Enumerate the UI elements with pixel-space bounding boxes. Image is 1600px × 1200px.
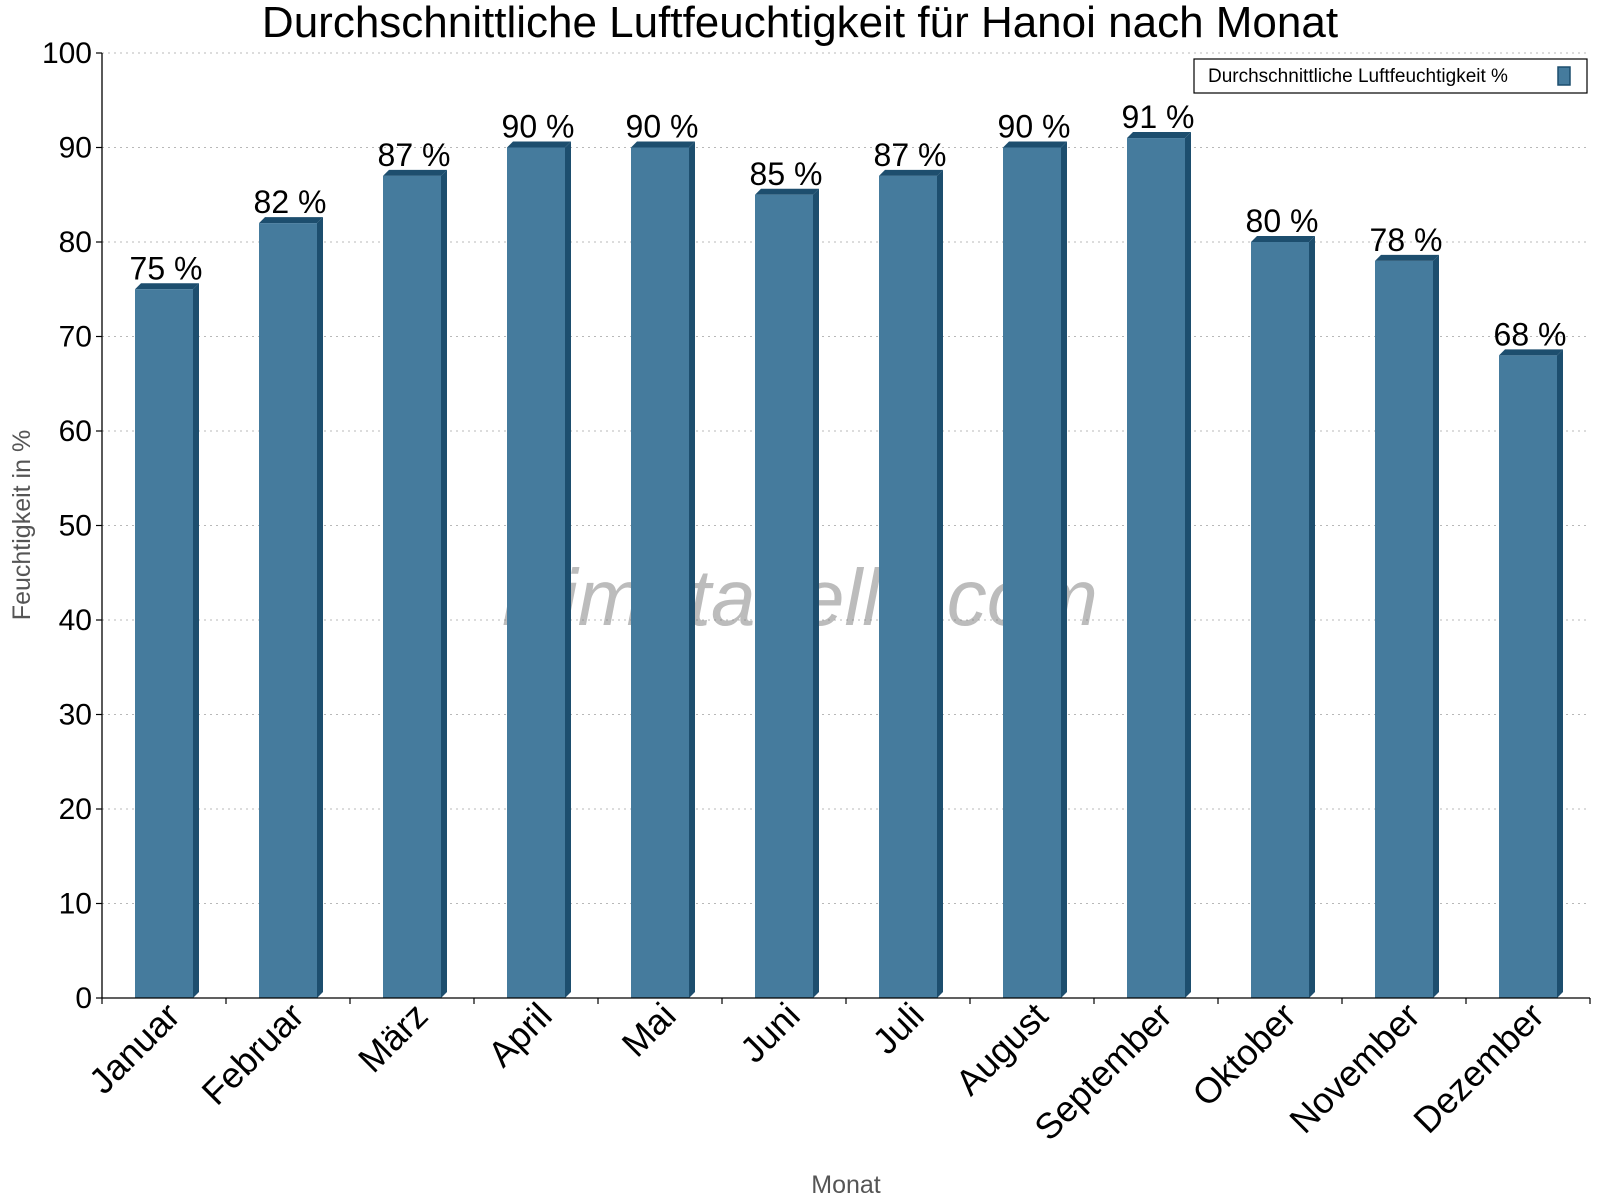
bar-side: [317, 217, 323, 999]
bar-top: [383, 169, 447, 176]
x-axis-title: Monat: [811, 1171, 881, 1199]
legend-swatch: [1557, 66, 1571, 86]
y-tick-label: 20: [59, 793, 92, 826]
data-label: 82 %: [254, 184, 327, 220]
x-tick-label: Januar: [81, 995, 188, 1102]
bar-september: 91 %: [1122, 99, 1195, 999]
bar-side: [813, 188, 819, 998]
legend: Durchschnittliche Luftfeuchtigkeit %: [1193, 58, 1588, 94]
x-tick-label: Juni: [732, 995, 808, 1071]
bar-face: [1499, 355, 1557, 998]
legend-box: [1193, 58, 1588, 94]
bar-side: [1309, 236, 1315, 998]
bar-face: [383, 175, 441, 999]
bar-side: [1061, 141, 1067, 998]
y-axis-title: Feuchtigkeit in %: [8, 430, 36, 620]
bar-face: [879, 175, 937, 999]
bar-märz: 87 %: [378, 137, 451, 999]
y-tick-label: 10: [59, 888, 92, 921]
bar-series: 75 % 82 % 87 % 90 % 90 % 85 % 87 % 90 % 91 % 80 %…: [130, 99, 1567, 999]
bar-face: [135, 289, 193, 998]
bar-face: [507, 147, 565, 998]
bar-side: [1433, 254, 1439, 998]
bar-top: [755, 188, 819, 195]
y-tick-label: 70: [59, 321, 92, 354]
x-tick-label: November: [1281, 995, 1427, 1141]
bar-november: 78 %: [1370, 222, 1443, 998]
data-label: 80 %: [1246, 203, 1319, 239]
data-label: 87 %: [378, 137, 451, 173]
x-tick-label: August: [947, 995, 1055, 1103]
gridlines: [102, 52, 1590, 904]
bar-side: [1185, 132, 1191, 999]
bar-side: [689, 141, 695, 998]
data-label: 90 %: [502, 109, 575, 145]
x-tick-label: März: [350, 995, 436, 1081]
legend-label: Durchschnittliche Luftfeuchtigkeit %: [1208, 66, 1508, 87]
x-tick-label: April: [480, 995, 560, 1075]
bar-face: [1375, 260, 1433, 998]
bar-juli: 87 %: [874, 137, 947, 999]
bar-dezember: 68 %: [1494, 316, 1567, 998]
bar-januar: 75 %: [130, 250, 203, 998]
bar-side: [937, 169, 943, 999]
y-tick-label: 60: [59, 415, 92, 448]
data-label: 78 %: [1370, 222, 1443, 258]
bar-top: [1127, 132, 1191, 139]
data-label: 90 %: [626, 109, 699, 145]
bar-side: [565, 141, 571, 998]
y-axis-ticks: 0 10 20 30 40 50 60 70 80 90 100: [42, 37, 102, 1015]
y-tick-label: 30: [59, 699, 92, 732]
data-label: 87 %: [874, 137, 947, 173]
bar-face: [1003, 147, 1061, 998]
bar-face: [259, 223, 317, 999]
data-label: 91 %: [1122, 99, 1195, 135]
y-tick-label: 80: [59, 226, 92, 259]
bar-top: [631, 141, 695, 148]
data-label: 75 %: [130, 250, 203, 286]
bar-side: [1557, 349, 1563, 998]
data-label: 85 %: [750, 156, 823, 192]
bar-top: [879, 169, 943, 176]
bar-top: [1003, 141, 1067, 148]
y-tick-label: 100: [42, 37, 92, 70]
y-tick-label: 90: [59, 132, 92, 165]
x-tick-label: Oktober: [1184, 995, 1304, 1115]
data-label: 90 %: [998, 109, 1071, 145]
bar-august: 90 %: [998, 109, 1071, 998]
bar-face: [1251, 242, 1309, 998]
bar-side: [193, 283, 199, 998]
bar-april: 90 %: [502, 109, 575, 998]
data-label: 68 %: [1494, 316, 1567, 352]
bar-top: [1375, 254, 1439, 261]
bar-face: [631, 147, 689, 998]
chart-title: Durchschnittliche Luftfeuchtigkeit für H…: [262, 0, 1338, 47]
x-tick-label: Dezember: [1405, 995, 1551, 1141]
y-tick-label: 50: [59, 510, 92, 543]
bar-juni: 85 %: [750, 156, 823, 998]
bar-face: [755, 194, 813, 998]
x-tick-label: Mai: [614, 995, 684, 1065]
bar-top: [135, 283, 199, 290]
x-tick-label: Juli: [864, 995, 931, 1062]
bar-side: [441, 169, 447, 999]
bar-top: [1499, 349, 1563, 356]
bar-februar: 82 %: [254, 184, 327, 999]
bar-face: [1127, 138, 1185, 999]
bar-mai: 90 %: [626, 109, 699, 998]
x-axis-ticks: Januar Februar März April Mai Juni Juli AugustS…: [81, 995, 1591, 1148]
bar-top: [1251, 236, 1315, 242]
x-tick-label: Februar: [194, 995, 312, 1113]
bar-oktober: 80 %: [1246, 203, 1319, 998]
bar-top: [507, 141, 571, 148]
y-tick-label: 0: [75, 982, 92, 1015]
y-tick-label: 40: [59, 604, 92, 637]
bar-top: [259, 217, 323, 224]
